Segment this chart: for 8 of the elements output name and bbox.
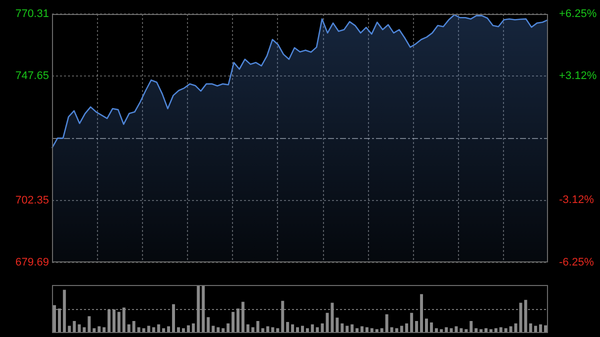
y2-tick-label: +3.12% <box>559 70 597 82</box>
y-tick-label: 679.69 <box>15 256 49 268</box>
y2-tick-label: +6.25% <box>559 8 597 20</box>
y2-tick-label: -6.25% <box>559 256 594 268</box>
y-tick-label: 747.65 <box>15 70 49 82</box>
y2-tick-label: -3.12% <box>559 194 594 206</box>
y-tick-label: 770.31 <box>15 8 49 20</box>
y-tick-label: 702.35 <box>15 194 49 206</box>
